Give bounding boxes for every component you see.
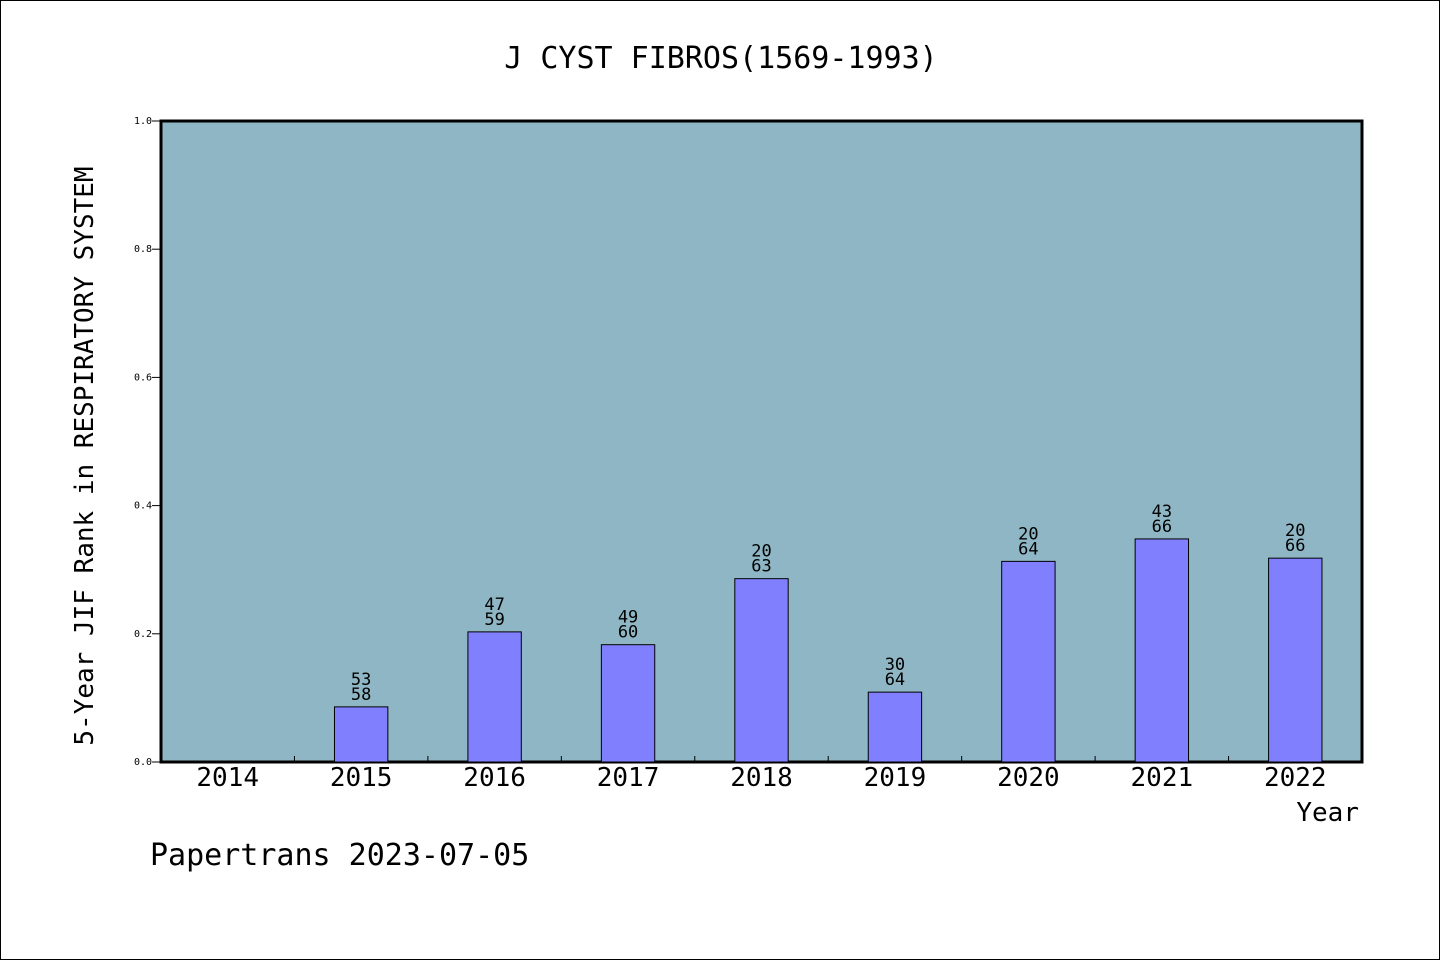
y-axis-ticks: 0.0 0.2 0.4 0.6 0.8 1.0 xyxy=(134,116,161,768)
bar-2021 xyxy=(1134,538,1190,763)
bar-2018 xyxy=(734,578,789,763)
bar-rank-label-2021: 43 xyxy=(1152,502,1172,522)
x-tick-label-2020: 2020 xyxy=(997,763,1060,793)
bar-total-label-2018: 63 xyxy=(751,557,771,577)
x-axis-ticks: 2014 2015 2016 2017 2018 2019 2020 2021 2022 xyxy=(196,756,1327,793)
y-tick-label-0.0: 0.0 xyxy=(134,757,152,768)
x-axis-label: Year xyxy=(1296,798,1359,828)
x-tick-label-2018: 2018 xyxy=(730,763,793,793)
x-tick-label-2019: 2019 xyxy=(864,763,927,793)
bar-rank-label-2015: 53 xyxy=(351,670,371,690)
bar-2015 xyxy=(333,706,389,763)
bar-rank-label-2022: 20 xyxy=(1285,521,1305,541)
y-tick-label-0.8: 0.8 xyxy=(134,244,152,255)
x-tick-label-2014: 2014 xyxy=(196,763,259,793)
bar-2019 xyxy=(867,691,923,763)
bar-total-label-2017: 60 xyxy=(618,623,638,643)
y-tick-label-0.4: 0.4 xyxy=(134,501,152,512)
x-tick-label-2021: 2021 xyxy=(1131,763,1194,793)
bar-2022 xyxy=(1268,557,1323,763)
bar-rank-label-2016: 47 xyxy=(484,595,504,615)
bar-total-label-2016: 59 xyxy=(484,610,504,630)
x-tick-label-2016: 2016 xyxy=(463,763,526,793)
bar-2017 xyxy=(600,644,656,763)
x-tick-label-2015: 2015 xyxy=(330,763,393,793)
bar-total-label-2015: 58 xyxy=(351,685,371,705)
bars-group xyxy=(333,538,1323,763)
bar-total-label-2022: 66 xyxy=(1285,536,1305,556)
y-tick-label-0.6: 0.6 xyxy=(134,372,152,383)
bar-2016 xyxy=(467,631,522,763)
y-axis-label-group: 5-Year JIF Rank in RESPIRATORY SYSTEM xyxy=(70,166,100,745)
bar-total-label-2020: 64 xyxy=(1018,539,1038,559)
footer-credit: Papertrans 2023-07-05 xyxy=(150,838,529,873)
bar-total-label-2019: 64 xyxy=(885,670,905,690)
bar-rank-label-2017: 49 xyxy=(618,608,638,628)
x-tick-label-2017: 2017 xyxy=(597,763,660,793)
bar-total-label-2021: 66 xyxy=(1152,517,1172,537)
chart-title: J CYST FIBROS(1569-1993) xyxy=(504,41,937,76)
bar-rank-label-2018: 20 xyxy=(751,542,771,562)
x-tick-label-2022: 2022 xyxy=(1264,763,1327,793)
y-tick-label-1.0: 1.0 xyxy=(134,116,152,127)
y-tick-label-0.2: 0.2 xyxy=(134,629,152,640)
bar-rank-label-2019: 30 xyxy=(885,655,905,675)
bar-2020 xyxy=(1001,560,1056,763)
bar-rank-label-2020: 20 xyxy=(1018,524,1038,544)
y-axis-label: 5-Year JIF Rank in RESPIRATORY SYSTEM xyxy=(70,166,100,745)
